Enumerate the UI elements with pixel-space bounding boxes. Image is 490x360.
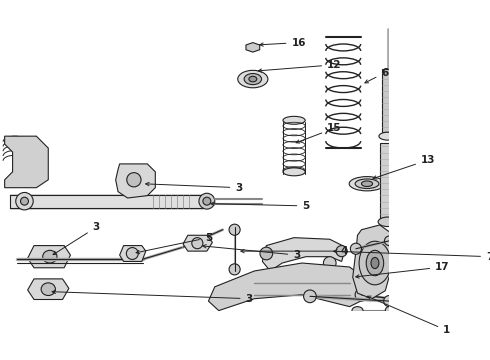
Ellipse shape [260, 247, 272, 260]
Ellipse shape [385, 307, 393, 315]
Ellipse shape [355, 179, 379, 189]
Ellipse shape [126, 248, 138, 260]
Bar [10, 195, 203, 207]
Ellipse shape [323, 257, 336, 269]
Ellipse shape [384, 296, 395, 307]
Ellipse shape [352, 307, 363, 315]
Ellipse shape [249, 76, 257, 82]
Ellipse shape [349, 177, 385, 191]
Ellipse shape [16, 193, 33, 210]
Polygon shape [27, 279, 69, 300]
Text: 16: 16 [260, 37, 306, 48]
Ellipse shape [192, 238, 203, 249]
Ellipse shape [336, 246, 347, 257]
Polygon shape [353, 225, 391, 299]
Text: 9: 9 [0, 359, 1, 360]
Ellipse shape [359, 241, 391, 285]
Ellipse shape [350, 243, 362, 254]
Polygon shape [208, 263, 366, 311]
Ellipse shape [127, 173, 141, 187]
Text: 15: 15 [296, 123, 342, 143]
Ellipse shape [355, 288, 368, 301]
Text: 3: 3 [203, 244, 300, 260]
Ellipse shape [366, 250, 384, 276]
Text: 10: 10 [0, 359, 1, 360]
Polygon shape [246, 42, 260, 52]
Ellipse shape [244, 73, 262, 85]
Text: 3: 3 [53, 222, 100, 255]
Bar [382, 69, 393, 132]
Ellipse shape [238, 70, 268, 88]
Ellipse shape [229, 224, 240, 235]
Ellipse shape [199, 193, 215, 209]
Polygon shape [5, 136, 49, 188]
Text: 2: 2 [0, 359, 1, 360]
Ellipse shape [362, 181, 372, 186]
Polygon shape [183, 235, 212, 251]
Text: 11: 11 [0, 359, 1, 360]
Polygon shape [262, 238, 345, 271]
Polygon shape [120, 246, 146, 261]
Ellipse shape [283, 168, 305, 176]
Ellipse shape [21, 197, 28, 205]
Bar [381, 143, 395, 218]
Ellipse shape [344, 289, 355, 300]
Text: 5: 5 [136, 233, 212, 254]
Text: 3: 3 [146, 183, 243, 193]
Text: 13: 13 [373, 155, 436, 179]
Polygon shape [116, 164, 155, 198]
Ellipse shape [415, 296, 427, 309]
Ellipse shape [203, 197, 211, 205]
Ellipse shape [379, 132, 396, 140]
Text: 5: 5 [211, 201, 310, 211]
Text: 4: 4 [241, 246, 347, 256]
Text: 6: 6 [365, 68, 389, 83]
Text: 1: 1 [368, 296, 450, 336]
Polygon shape [27, 246, 71, 268]
Text: 3: 3 [52, 290, 253, 304]
Ellipse shape [371, 257, 379, 269]
Ellipse shape [283, 116, 305, 124]
Text: 12: 12 [258, 60, 342, 72]
Ellipse shape [378, 217, 397, 226]
Ellipse shape [41, 283, 55, 296]
Ellipse shape [385, 236, 394, 246]
Text: 17: 17 [356, 262, 450, 278]
Ellipse shape [229, 264, 240, 275]
Text: 8: 8 [0, 359, 1, 360]
Ellipse shape [43, 250, 57, 263]
Ellipse shape [304, 290, 316, 303]
Text: 14: 14 [0, 359, 1, 360]
Text: 7: 7 [334, 250, 490, 262]
